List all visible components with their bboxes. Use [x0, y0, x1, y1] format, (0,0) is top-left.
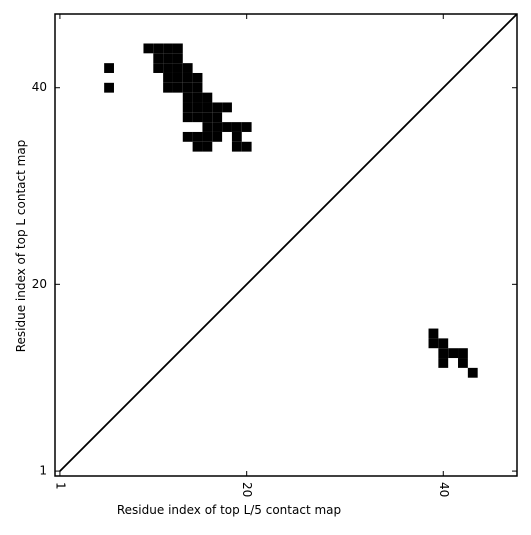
contact-cell — [458, 348, 468, 359]
y-tick-label: 40 — [32, 80, 47, 94]
contact-cell — [428, 328, 439, 339]
contact-cell — [104, 82, 114, 93]
contact-cell — [192, 72, 203, 83]
contact-cell — [458, 358, 468, 368]
x-tick-label: 40 — [437, 482, 451, 497]
contact-cell — [182, 63, 193, 73]
contact-cell — [438, 358, 449, 368]
contact-cell — [202, 102, 213, 113]
contact-cell — [172, 82, 183, 93]
contact-cell — [438, 348, 449, 359]
y-tick-label: 20 — [32, 277, 47, 291]
contact-cell — [172, 43, 183, 54]
contact-cell — [172, 63, 183, 73]
diagonal-line — [59, 13, 518, 472]
contact-cell — [241, 122, 252, 132]
x-tick-label: 1 — [53, 482, 67, 490]
contact-cell — [104, 63, 114, 73]
contact-cell — [222, 102, 232, 113]
contact-cell — [172, 72, 183, 83]
contact-cell — [172, 53, 183, 64]
contact-cell — [222, 122, 232, 132]
contact-cell — [428, 338, 439, 349]
contact-cell — [202, 122, 213, 132]
contact-cell — [163, 63, 173, 73]
contact-cell — [182, 102, 193, 113]
contact-cell — [182, 131, 193, 142]
y-axis-label: Residue index of top L contact map — [14, 140, 28, 353]
contact-cell — [192, 141, 203, 152]
contact-cell — [182, 72, 193, 83]
contact-cell — [212, 112, 223, 123]
contact-cell — [192, 131, 203, 142]
contact-cell — [182, 112, 193, 123]
contact-cell — [153, 63, 164, 73]
contact-cell — [212, 122, 223, 132]
plot-frame — [54, 13, 518, 477]
contact-cell — [241, 141, 252, 152]
contact-cell — [231, 141, 242, 152]
contact-cell — [231, 131, 242, 142]
contact-cell — [192, 102, 203, 113]
contact-cell — [467, 367, 478, 378]
contact-cell — [163, 82, 173, 93]
contact-cell — [202, 92, 213, 103]
y-tick-label: 1 — [39, 464, 47, 478]
contact-cell — [212, 131, 223, 142]
contact-cell — [192, 82, 203, 93]
contact-cell — [163, 72, 173, 83]
contact-cell — [202, 141, 213, 152]
contact-cell — [182, 82, 193, 93]
contact-cell — [202, 131, 213, 142]
contact-cell — [153, 53, 164, 64]
x-tick-label: 20 — [240, 482, 254, 497]
contact-cell — [231, 122, 242, 132]
contact-cell — [202, 112, 213, 123]
x-axis-label: Residue index of top L/5 contact map — [117, 503, 341, 517]
contact-cell — [163, 53, 173, 64]
contact-cell — [192, 112, 203, 123]
contact-cell — [212, 102, 223, 113]
contact-cell — [153, 43, 164, 54]
contact-cell — [163, 43, 173, 54]
contact-cell — [182, 92, 193, 103]
contact-cell — [192, 92, 203, 103]
contact-cell — [143, 43, 154, 54]
contact-cell — [438, 338, 449, 349]
contact-cell — [448, 348, 459, 359]
